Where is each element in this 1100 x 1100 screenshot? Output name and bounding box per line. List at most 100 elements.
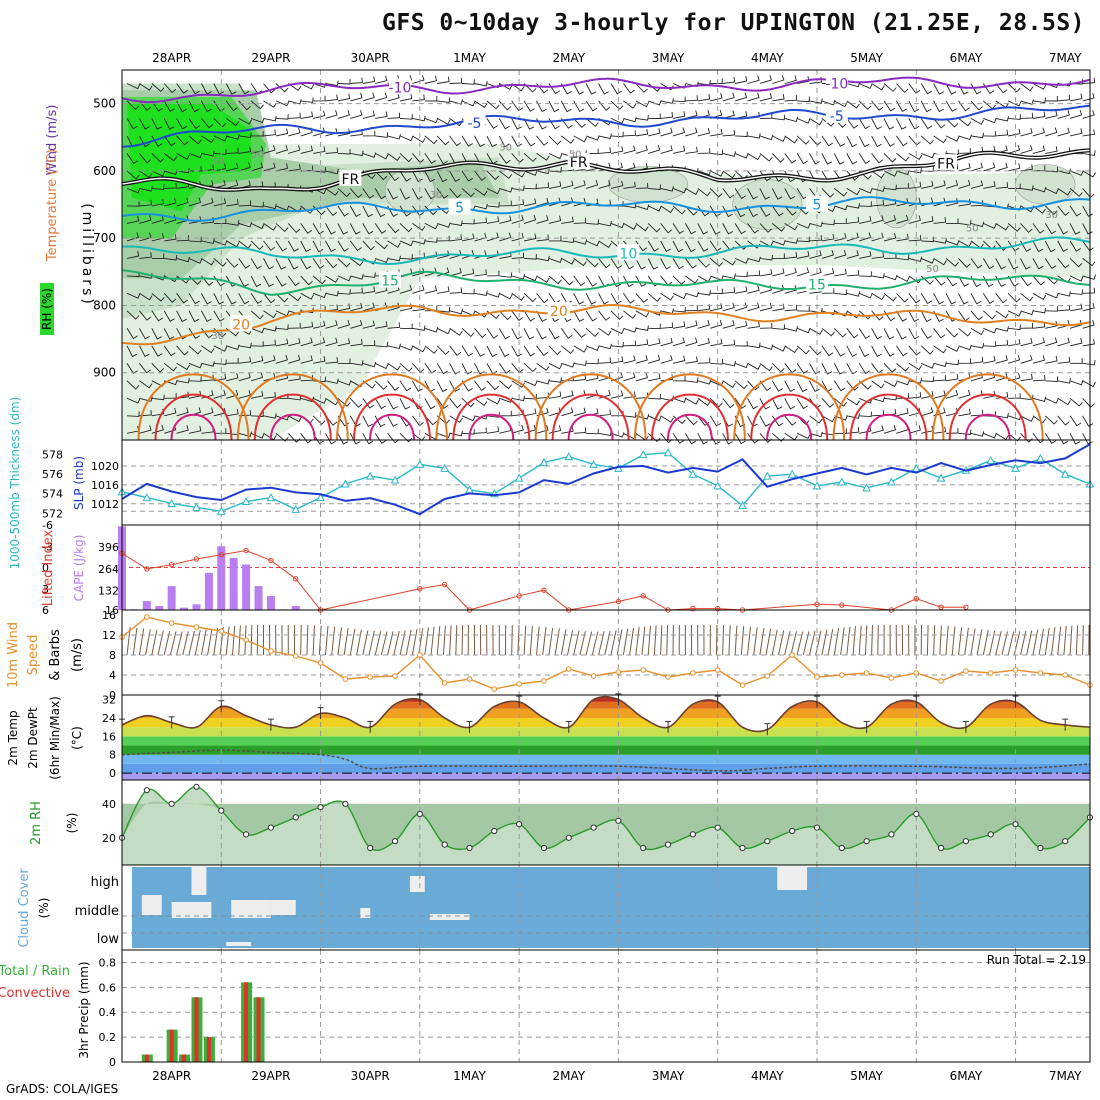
wind-barb	[710, 170, 724, 177]
wind-barb	[1082, 77, 1095, 84]
wind-barb	[759, 188, 771, 200]
li-point	[516, 593, 522, 599]
wind10m-barb	[349, 628, 356, 656]
wind-barb	[251, 390, 264, 399]
wind10m-barb	[833, 628, 839, 656]
wind10m-barb	[660, 625, 663, 656]
wind-barb	[1007, 432, 1021, 442]
thickness-point	[216, 506, 226, 515]
cape-bar	[242, 564, 251, 610]
wind-barb	[1082, 92, 1095, 102]
isotherm-label: -10	[825, 77, 848, 93]
time-label-bottom: 29APR	[251, 1069, 290, 1083]
wind-barb	[710, 338, 723, 347]
wind-barb	[896, 183, 909, 189]
wind-barb	[759, 205, 771, 217]
wind-barb	[846, 203, 860, 209]
wind-barb	[275, 240, 287, 252]
wind-barb	[586, 219, 599, 225]
wind-barb	[548, 152, 563, 160]
wind-barb	[635, 129, 649, 137]
wind-barb	[871, 345, 882, 358]
wind-barb	[350, 110, 363, 119]
wind-barb	[1070, 128, 1083, 137]
wind-barb	[747, 362, 761, 370]
wind-barb	[536, 310, 547, 323]
wind10m-barb	[455, 625, 458, 656]
wind-barb	[660, 127, 673, 137]
wind-barb	[486, 363, 498, 375]
wind-barb	[449, 345, 462, 356]
li-line	[742, 603, 892, 611]
wind-barb	[523, 380, 538, 387]
wind-barb	[933, 426, 947, 434]
wind-barb	[424, 117, 439, 124]
wind-barb	[548, 135, 562, 146]
wind-barb	[498, 363, 511, 374]
wind-speed-point	[218, 628, 225, 634]
wind10m-barb	[542, 626, 547, 656]
wind-barb	[325, 320, 338, 329]
wind-barb	[1057, 397, 1071, 406]
wind-barb	[139, 118, 150, 130]
wind-barb	[809, 118, 823, 126]
wind-barb	[970, 293, 982, 305]
wind10m-barb	[827, 629, 834, 656]
wind-barb	[536, 197, 549, 207]
wind-barb	[747, 285, 760, 294]
wind-barb	[412, 115, 426, 122]
wind-barb	[126, 397, 141, 404]
wind-barb	[685, 146, 698, 154]
wind10m-barb	[616, 629, 623, 656]
wind-barb	[498, 345, 510, 358]
wind-barb	[871, 425, 884, 434]
wind-barb	[970, 343, 985, 349]
temp-band	[122, 736, 1090, 746]
wind-barb	[610, 275, 622, 288]
wind-barb	[697, 240, 709, 252]
wind-barb	[685, 127, 698, 137]
wind-barb	[524, 408, 537, 417]
isotherm-label-bg	[339, 169, 362, 186]
wind-barb	[635, 145, 648, 154]
wind-barb	[511, 274, 526, 280]
wind10m-barb	[331, 626, 336, 656]
rh2m-point	[143, 787, 150, 794]
wind10m-barb	[232, 625, 236, 656]
wind-barb	[126, 232, 139, 242]
wind10m-barb	[145, 629, 151, 656]
wind-barb	[275, 338, 289, 347]
wind-barb	[213, 83, 225, 95]
wind-speed-point	[268, 648, 274, 654]
wind-barb	[896, 275, 910, 282]
wind-barb	[846, 413, 860, 419]
wind-barb	[995, 83, 1008, 94]
wind-barb	[474, 188, 488, 196]
wind-barb	[424, 363, 437, 374]
rh2m-point	[416, 810, 423, 818]
wind-barb	[735, 131, 748, 137]
thickness-point	[266, 493, 276, 502]
li-line	[568, 595, 669, 611]
wind10m-barb	[418, 628, 424, 656]
thickness-point	[291, 504, 301, 513]
wind-barb	[313, 320, 326, 329]
wind-barb	[362, 415, 373, 428]
wind-barb	[561, 135, 575, 144]
wind-barb	[523, 135, 536, 147]
wind-barb	[1008, 338, 1021, 347]
wind-barb	[126, 118, 138, 130]
wind-barb	[883, 394, 898, 401]
wind-barb	[660, 322, 674, 329]
wind-barb	[151, 233, 165, 242]
warm-isotherm-arc	[766, 413, 813, 441]
wind-barb	[685, 291, 699, 298]
wind-barb	[163, 83, 177, 94]
wind-barb	[275, 83, 289, 93]
wind-barb	[263, 115, 277, 122]
wind-barb	[759, 344, 774, 350]
wind10m-barb	[759, 628, 765, 656]
wind-barb	[499, 410, 512, 417]
thickness-tick: 572	[42, 507, 63, 520]
wind-barb	[846, 153, 858, 165]
